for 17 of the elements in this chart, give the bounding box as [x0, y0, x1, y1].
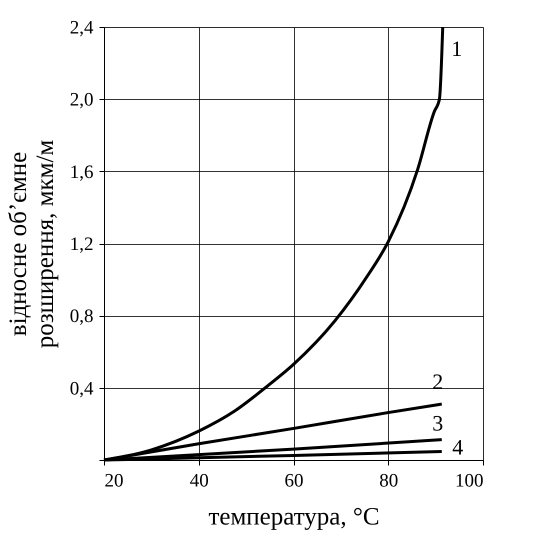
series-label: 3	[432, 410, 444, 436]
x-tick-label: 40	[190, 470, 209, 492]
y-tick-label: 0,8	[70, 306, 94, 328]
y-tick-label: 0,4	[70, 378, 94, 400]
y-tick-label: 2,0	[70, 90, 94, 111]
series-label: 4	[452, 434, 464, 460]
x-axis-title: температура, °С	[208, 504, 380, 530]
x-tick-label: 100	[455, 470, 484, 492]
y-tick-label: 1,6	[70, 162, 94, 183]
series-label: 1	[451, 36, 462, 61]
x-tick-label: 60	[284, 470, 304, 492]
series-label: 2	[432, 369, 444, 394]
x-tick-label: 20	[104, 470, 124, 492]
x-tick-label: 80	[379, 470, 398, 492]
y-tick-label: 2,4	[70, 18, 94, 38]
y-axis-title: відносне об’ємне розширення, мкм/м	[4, 140, 59, 348]
y-tick-label: 1,2	[70, 234, 94, 255]
